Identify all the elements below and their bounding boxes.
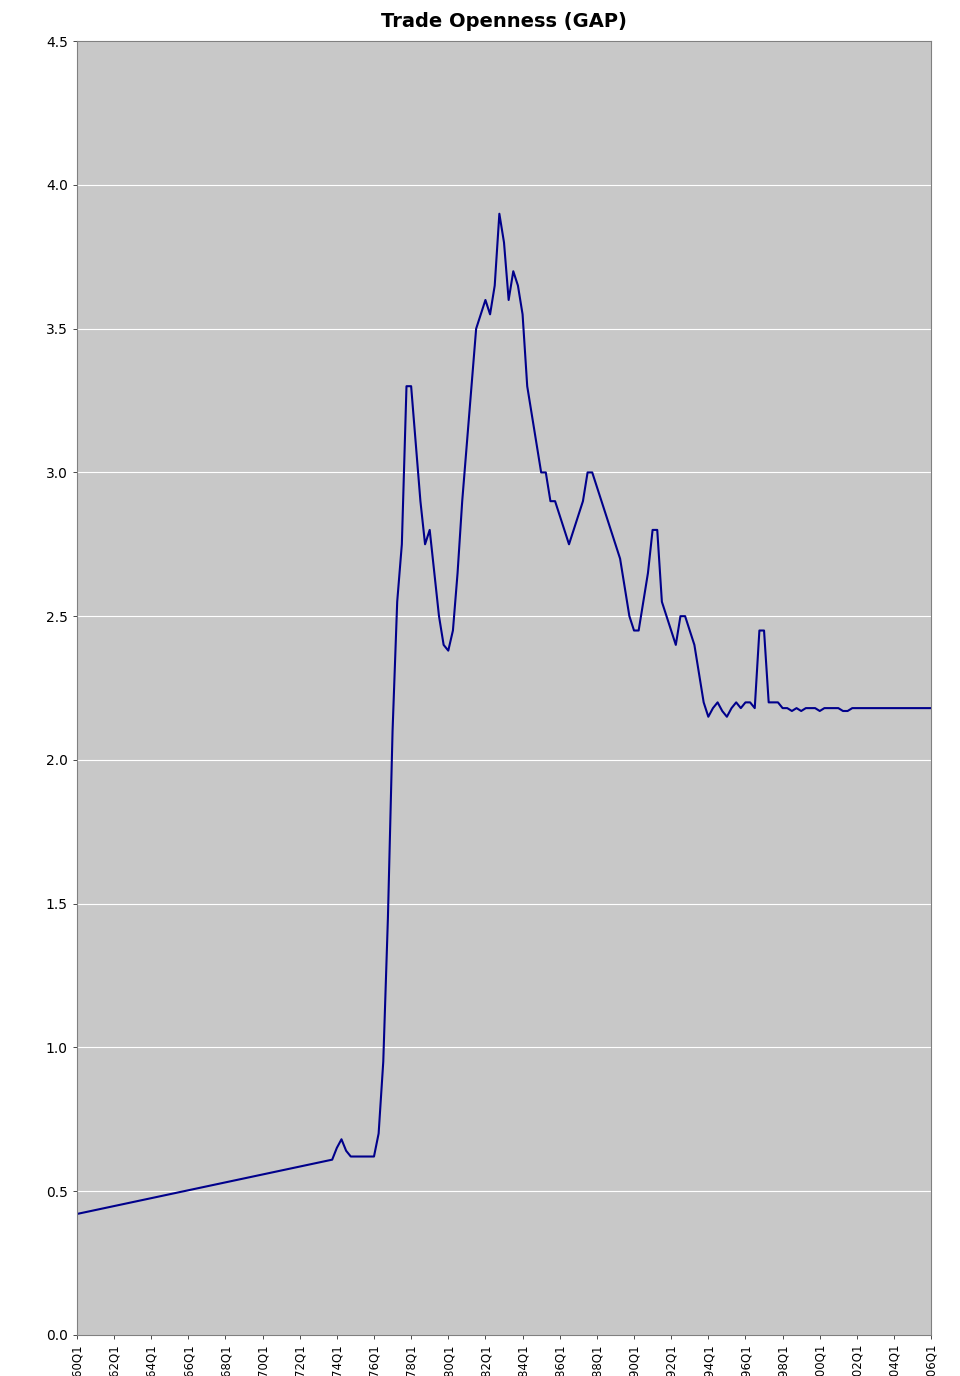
Title: Trade Openness (GAP): Trade Openness (GAP) <box>381 12 627 32</box>
